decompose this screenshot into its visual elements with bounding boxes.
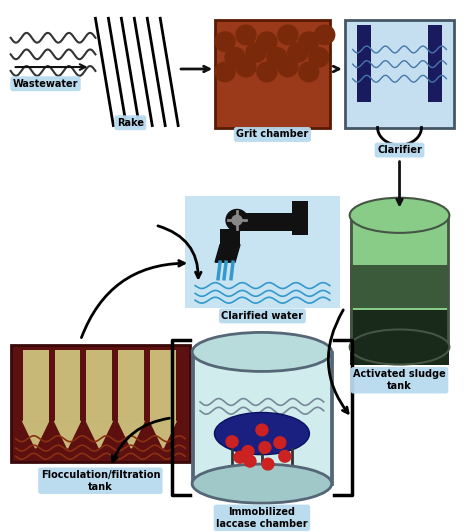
Text: Grit chamber: Grit chamber — [236, 129, 309, 139]
Text: Clarified water: Clarified water — [221, 311, 303, 321]
FancyBboxPatch shape — [192, 352, 332, 484]
Text: Rake: Rake — [117, 118, 144, 128]
Text: Immobilized
laccase chamber: Immobilized laccase chamber — [216, 507, 308, 529]
Circle shape — [236, 25, 256, 45]
Circle shape — [288, 43, 308, 62]
Circle shape — [279, 451, 291, 462]
FancyBboxPatch shape — [356, 25, 371, 102]
Circle shape — [246, 43, 266, 62]
Text: Clarifier: Clarifier — [377, 145, 422, 155]
FancyBboxPatch shape — [11, 345, 190, 462]
Circle shape — [232, 215, 242, 225]
Circle shape — [309, 47, 329, 67]
Polygon shape — [215, 245, 240, 262]
FancyBboxPatch shape — [215, 20, 330, 128]
Circle shape — [257, 32, 277, 52]
Circle shape — [244, 455, 256, 467]
Circle shape — [236, 57, 256, 77]
Ellipse shape — [192, 464, 332, 503]
Polygon shape — [150, 421, 176, 448]
FancyBboxPatch shape — [428, 25, 442, 102]
FancyBboxPatch shape — [345, 20, 455, 128]
Ellipse shape — [192, 332, 332, 371]
FancyBboxPatch shape — [86, 350, 112, 421]
Circle shape — [274, 437, 286, 448]
FancyBboxPatch shape — [292, 201, 308, 235]
Ellipse shape — [350, 329, 449, 364]
Circle shape — [234, 452, 246, 463]
Ellipse shape — [214, 412, 310, 455]
Polygon shape — [23, 421, 48, 448]
FancyBboxPatch shape — [350, 310, 449, 364]
Circle shape — [299, 32, 319, 52]
FancyBboxPatch shape — [55, 350, 81, 421]
Text: Wastewater: Wastewater — [13, 79, 78, 89]
Circle shape — [278, 25, 298, 45]
Circle shape — [242, 446, 254, 458]
Circle shape — [267, 47, 287, 67]
Circle shape — [226, 210, 248, 231]
Polygon shape — [55, 421, 81, 448]
Ellipse shape — [350, 198, 449, 233]
FancyBboxPatch shape — [150, 350, 176, 421]
FancyBboxPatch shape — [23, 350, 48, 421]
FancyBboxPatch shape — [118, 350, 144, 421]
Circle shape — [215, 62, 235, 82]
FancyBboxPatch shape — [350, 215, 449, 347]
Circle shape — [299, 62, 319, 82]
Text: Flocculation/filtration
tank: Flocculation/filtration tank — [41, 470, 160, 492]
Circle shape — [226, 436, 238, 447]
Circle shape — [215, 32, 235, 52]
FancyBboxPatch shape — [350, 265, 449, 307]
Circle shape — [257, 62, 277, 82]
FancyBboxPatch shape — [220, 229, 240, 245]
Circle shape — [262, 458, 274, 470]
Text: Activated sludge
tank: Activated sludge tank — [353, 369, 446, 391]
FancyBboxPatch shape — [185, 196, 340, 308]
Circle shape — [256, 424, 268, 436]
Polygon shape — [86, 421, 112, 448]
Circle shape — [225, 47, 245, 67]
Circle shape — [278, 57, 298, 77]
Polygon shape — [118, 421, 144, 448]
FancyBboxPatch shape — [238, 213, 306, 231]
Circle shape — [315, 25, 335, 45]
Circle shape — [259, 442, 271, 453]
